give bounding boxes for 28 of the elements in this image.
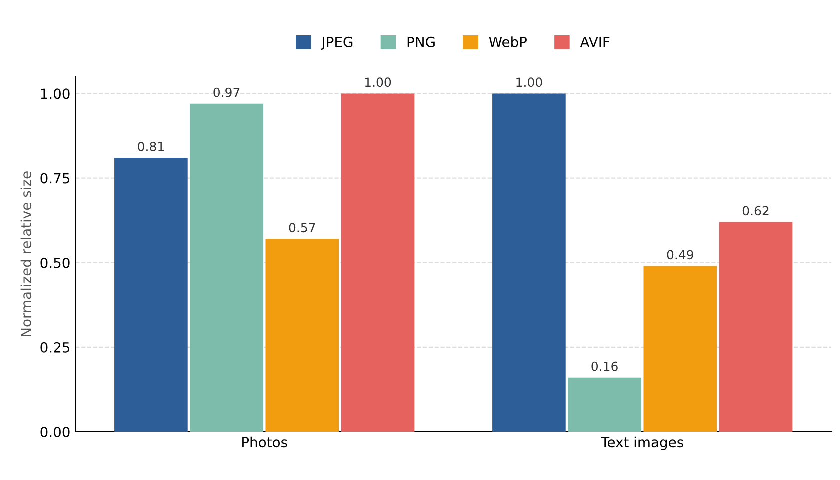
bar	[266, 239, 340, 432]
bar	[644, 266, 718, 432]
data-label: 0.16	[592, 362, 618, 372]
text: 0.00	[40, 426, 70, 438]
bar	[719, 222, 793, 432]
x-tick-label: Text images	[601, 436, 684, 450]
legend-label: JPEG	[321, 36, 353, 50]
y-axis-title: Normalized relative size	[20, 172, 32, 336]
data-label: 1.00	[365, 78, 392, 88]
legend-label: AVIF	[580, 37, 610, 48]
legend-label: WebP	[489, 36, 528, 48]
text: 0.50	[40, 258, 70, 268]
text: 0.75	[40, 173, 70, 184]
bar	[568, 378, 642, 432]
data-label: 0.62	[742, 206, 769, 216]
legend-label: PNG	[408, 36, 435, 48]
data-label: 0.81	[138, 142, 164, 152]
data-label: 0.97	[214, 88, 240, 98]
data-label: 0.57	[289, 223, 316, 233]
x-tick-label: Photos	[242, 436, 288, 448]
bar	[341, 94, 415, 432]
data-label: 0.49	[667, 250, 694, 260]
text: 0.25	[40, 342, 70, 353]
bar	[190, 104, 264, 432]
bar	[114, 158, 188, 432]
text: 1.00	[41, 88, 70, 100]
data-label: 1.00	[516, 78, 542, 88]
bar	[492, 94, 566, 432]
